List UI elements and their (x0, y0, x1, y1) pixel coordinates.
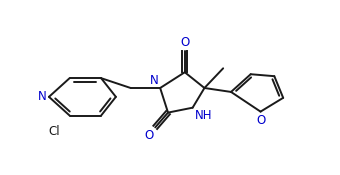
Text: N: N (38, 90, 47, 103)
Text: O: O (144, 129, 153, 142)
Text: O: O (180, 36, 189, 49)
Text: O: O (256, 114, 265, 127)
Text: Cl: Cl (48, 125, 60, 138)
Text: NH: NH (194, 109, 212, 122)
Text: N: N (150, 74, 158, 87)
